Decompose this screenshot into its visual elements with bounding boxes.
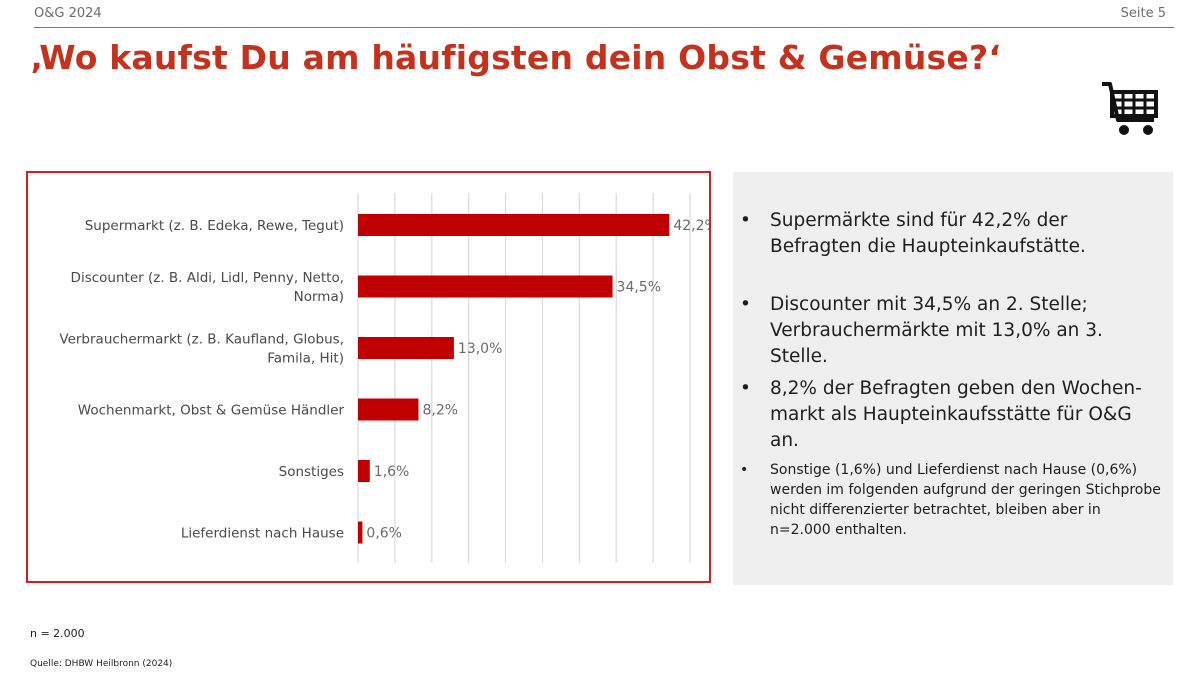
- bar: [358, 460, 370, 482]
- bar: [358, 398, 419, 421]
- bar: [358, 275, 613, 298]
- header-left: O&G 2024: [34, 6, 102, 21]
- bar: [358, 521, 363, 544]
- category-label: Sonstiges: [279, 464, 344, 480]
- category-label: Lieferdienst nach Hause: [181, 526, 344, 542]
- category-label: Wochenmarkt, Obst & Gemüse Händler: [78, 403, 345, 419]
- bullet-text: Supermärkte sind für 42,2% der Befragten…: [770, 210, 1086, 257]
- data-label: 8,2%: [422, 403, 458, 419]
- bullet-marker: •: [740, 210, 751, 231]
- shopping-cart-icon: [1100, 80, 1160, 140]
- category-label: Discounter (z. B. Aldi, Lidl, Penny, Net…: [71, 270, 344, 286]
- category-label: Norma): [294, 289, 344, 305]
- bar-chart: 42,2% Supermarkt (z. B. Edeka, Rewe, Tegu…: [59, 193, 709, 563]
- header-divider: [34, 27, 1174, 28]
- bullet-text: 8,2% der Befragten geben den Wochen-mark…: [770, 378, 1142, 451]
- bar: [358, 214, 670, 236]
- summary-panel: • Supermärkte sind für 42,2% der Befragt…: [733, 172, 1173, 585]
- data-label: 13,0%: [458, 341, 502, 357]
- bullet-marker: •: [740, 294, 751, 315]
- bar: [358, 337, 454, 359]
- header-right: Seite 5: [1120, 6, 1166, 21]
- bullet-text: Sonstige (1,6%) und Lieferdienst nach Ha…: [770, 462, 1161, 538]
- page-title: ‚Wo kaufst Du am häufigsten dein Obst & …: [30, 38, 1002, 77]
- data-label: 42,2%: [673, 218, 709, 234]
- source-note: Quelle: DHBW Heilbronn (2024): [30, 659, 173, 669]
- category-label: Famila, Hit): [267, 351, 344, 367]
- bullet-marker: •: [740, 378, 751, 399]
- category-label: Supermarkt (z. B. Edeka, Rewe, Tegut): [85, 218, 344, 234]
- bullet-text: Discounter mit 34,5% an 2. Stelle; Verbr…: [770, 294, 1103, 367]
- data-label: 0,6%: [366, 526, 402, 542]
- chart-frame: 42,2% Supermarkt (z. B. Edeka, Rewe, Tegu…: [26, 171, 711, 583]
- data-label: 34,5%: [617, 280, 661, 296]
- bullet-marker: •: [740, 462, 749, 478]
- data-label: 1,6%: [374, 464, 410, 480]
- sample-size-note: n = 2.000: [30, 627, 85, 640]
- category-label: Verbrauchermarkt (z. B. Kaufland, Globus…: [59, 332, 344, 348]
